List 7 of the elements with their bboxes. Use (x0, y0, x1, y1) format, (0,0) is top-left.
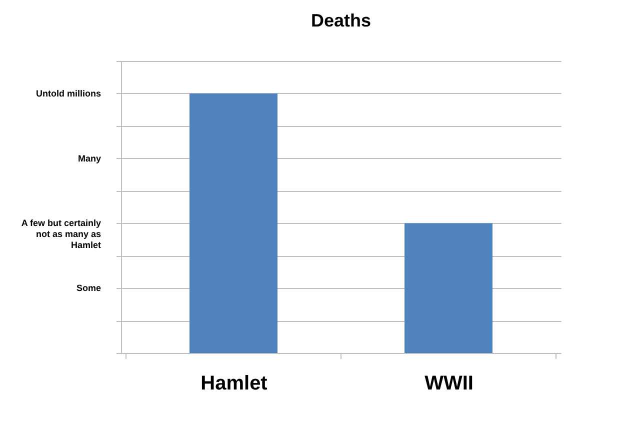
text: Some (76, 283, 101, 294)
text: A few but certainly not as many as Hamlet (21, 218, 101, 250)
chart-title: Deaths (310, 10, 372, 30)
text: Untold millions (36, 88, 101, 98)
x-tick-label: WWII (424, 372, 474, 394)
x-tick-label: Hamlet (200, 372, 268, 394)
text: Many (78, 153, 101, 164)
